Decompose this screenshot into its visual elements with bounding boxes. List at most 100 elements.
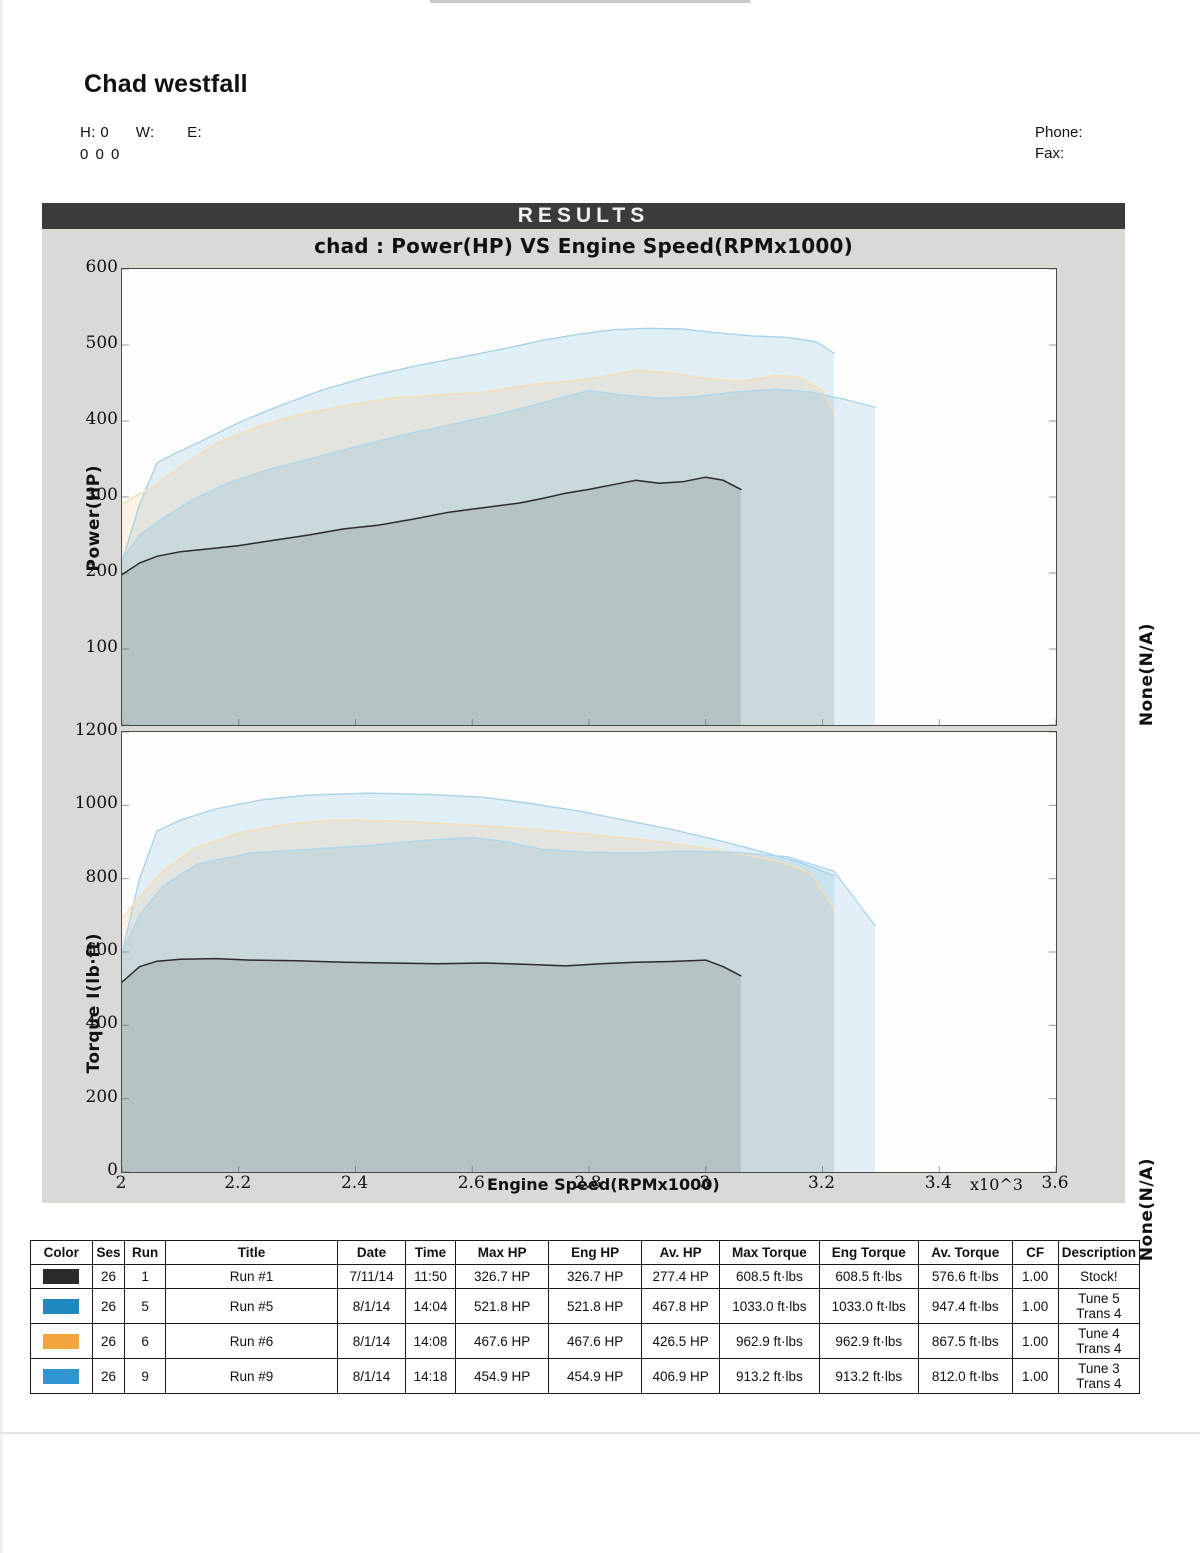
weight-field: W:: [135, 124, 155, 141]
cell-max-torque: 913.2 ft·lbs: [719, 1358, 820, 1394]
table-header-ses: Ses: [91, 1240, 126, 1265]
customer-zero-values: 0 0 0: [80, 146, 121, 163]
cell-date: 8/1/14: [337, 1323, 406, 1359]
y-tick-label: 600: [85, 257, 118, 277]
cell-eng-torque: 913.2 ft·lbs: [818, 1358, 919, 1394]
cell-eng-hp: 521.8 HP: [548, 1288, 643, 1324]
height-field: H: 0: [80, 124, 110, 141]
fax-label: Fax:: [1035, 145, 1065, 162]
cell-av-hp: 467.8 HP: [641, 1288, 721, 1324]
torque-y-axis-title: Torque I(lb·ft): [84, 933, 104, 1074]
cell-eng-hp: 326.7 HP: [548, 1264, 643, 1289]
x-tick-label: 3: [699, 1173, 711, 1193]
chart-subtitle: chad : Power(HP) VS Engine Speed(RPMx100…: [314, 234, 853, 258]
contact-block: Phone: Fax:: [1035, 122, 1083, 164]
color-swatch: [43, 1368, 80, 1384]
table-body: 26 1 Run #1 7/11/14 11:50 326.7 HP 326.7 HP 277…: [30, 1264, 1141, 1394]
table-header-color: Color: [30, 1240, 93, 1265]
table-header-cf: CF: [1011, 1240, 1059, 1265]
cell-ses: 26: [91, 1264, 126, 1289]
cell-max-hp: 521.8 HP: [455, 1288, 550, 1324]
run-color-swatch-cell: [30, 1288, 93, 1324]
cell-description: Tune 4 Trans 4: [1057, 1323, 1141, 1359]
table-row[interactable]: 26 9 Run #9 8/1/14 14:18 454.9 HP 454.9 HP 406.…: [30, 1358, 1141, 1394]
cell-ses: 26: [91, 1288, 126, 1324]
color-swatch: [43, 1333, 80, 1349]
table-row[interactable]: 26 1 Run #1 7/11/14 11:50 326.7 HP 326.7 HP 277…: [30, 1264, 1141, 1289]
cell-av-hp: 426.5 HP: [641, 1323, 721, 1359]
cell-cf: 1.00: [1011, 1323, 1059, 1359]
cell-cf: 1.00: [1011, 1264, 1059, 1289]
scan-artifact-bottom: [0, 1432, 1200, 1434]
y-tick-label: 0: [107, 1160, 118, 1180]
x-tick-label: 2: [115, 1173, 127, 1193]
cell-max-hp: 467.6 HP: [455, 1323, 550, 1359]
table-header-description: Description: [1057, 1240, 1141, 1265]
y-tick-label: 1000: [74, 793, 118, 814]
table-header-title: Title: [164, 1240, 339, 1265]
cell-av-torque: 947.4 ft·lbs: [917, 1288, 1013, 1324]
cell-date: 7/11/14: [337, 1264, 406, 1289]
runs-table: Color Ses Run Title Date Time Max HP Eng HP Av. …: [30, 1240, 1141, 1394]
scan-artifact-top: [430, 0, 750, 3]
x-tick-label: 2.2: [224, 1173, 252, 1193]
table-header-eng-torque: Eng Torque: [818, 1240, 919, 1265]
x-tick-label: 2.8: [574, 1173, 602, 1193]
customer-measurements: H: 0 W: E:: [80, 124, 202, 141]
table-header-time: Time: [404, 1240, 457, 1265]
cell-run: 1: [124, 1264, 166, 1289]
power-right-axis-title: None(N/A): [1137, 623, 1157, 727]
y-tick-label: 300: [85, 485, 118, 505]
power-chart-plot-area: [121, 268, 1057, 726]
cell-date: 8/1/14: [337, 1358, 406, 1394]
cell-title: Run #9: [164, 1358, 339, 1394]
cell-av-hp: 277.4 HP: [641, 1264, 721, 1289]
x-tick-label: 3.2: [807, 1173, 836, 1193]
y-tick-label: 100: [85, 637, 118, 657]
cell-title: Run #5: [164, 1288, 339, 1324]
cell-av-torque: 576.6 ft·lbs: [917, 1264, 1013, 1289]
cell-ses: 26: [91, 1323, 126, 1359]
cell-time: 14:18: [404, 1358, 457, 1394]
cell-av-torque: 812.0 ft·lbs: [917, 1358, 1013, 1394]
customer-name: Chad westfall: [84, 70, 248, 98]
cell-eng-hp: 467.6 HP: [548, 1323, 643, 1359]
table-header-max-torque: Max Torque: [719, 1240, 820, 1265]
x-tick-label: 3.6: [1041, 1173, 1069, 1193]
cell-description: Stock!: [1057, 1264, 1141, 1289]
table-header-date: Date: [337, 1240, 406, 1265]
torque-right-axis-title: None(N/A): [1137, 1158, 1157, 1262]
cell-max-torque: 1033.0 ft·lbs: [719, 1288, 820, 1324]
table-header-av-hp: Av. HP: [641, 1240, 721, 1265]
cell-time: 14:08: [404, 1323, 457, 1359]
table-header-run: Run: [124, 1240, 166, 1265]
scan-artifact-left: [0, 0, 3, 1553]
email-field: E:: [187, 124, 203, 141]
cell-max-torque: 608.5 ft·lbs: [719, 1264, 820, 1289]
y-tick-label: 400: [85, 1013, 118, 1034]
results-banner: RESULTS: [42, 203, 1125, 229]
y-tick-label: 600: [85, 940, 118, 960]
cell-description: Tune 5 Trans 4: [1057, 1288, 1141, 1324]
table-row[interactable]: 26 5 Run #5 8/1/14 14:04 521.8 HP 521.8 HP 467.…: [30, 1288, 1141, 1324]
run-color-swatch-cell: [30, 1358, 93, 1394]
cell-cf: 1.00: [1011, 1358, 1059, 1394]
y-tick-label: 200: [85, 561, 118, 581]
table-row[interactable]: 26 6 Run #6 8/1/14 14:08 467.6 HP 467.6 HP 426.…: [30, 1323, 1141, 1359]
torque-chart-plot-area: [121, 731, 1057, 1173]
y-tick-label: 800: [85, 866, 118, 887]
cell-max-hp: 454.9 HP: [455, 1358, 550, 1394]
cell-av-torque: 867.5 ft·lbs: [917, 1323, 1013, 1359]
color-swatch: [43, 1269, 80, 1285]
table-header-row: Color Ses Run Title Date Time Max HP Eng HP Av. …: [30, 1240, 1141, 1265]
cell-time: 11:50: [404, 1264, 457, 1289]
cell-date: 8/1/14: [337, 1288, 406, 1324]
cell-time: 14:04: [404, 1288, 457, 1324]
phone-label: Phone:: [1035, 124, 1083, 141]
cell-cf: 1.00: [1011, 1288, 1059, 1324]
cell-max-torque: 962.9 ft·lbs: [719, 1323, 820, 1359]
runs-table-container: Color Ses Run Title Date Time Max HP Eng HP Av. …: [30, 1240, 1141, 1394]
table-header-av-torque: Av. Torque: [917, 1240, 1013, 1265]
cell-ses: 26: [91, 1358, 126, 1394]
y-tick-label: 400: [85, 409, 118, 429]
